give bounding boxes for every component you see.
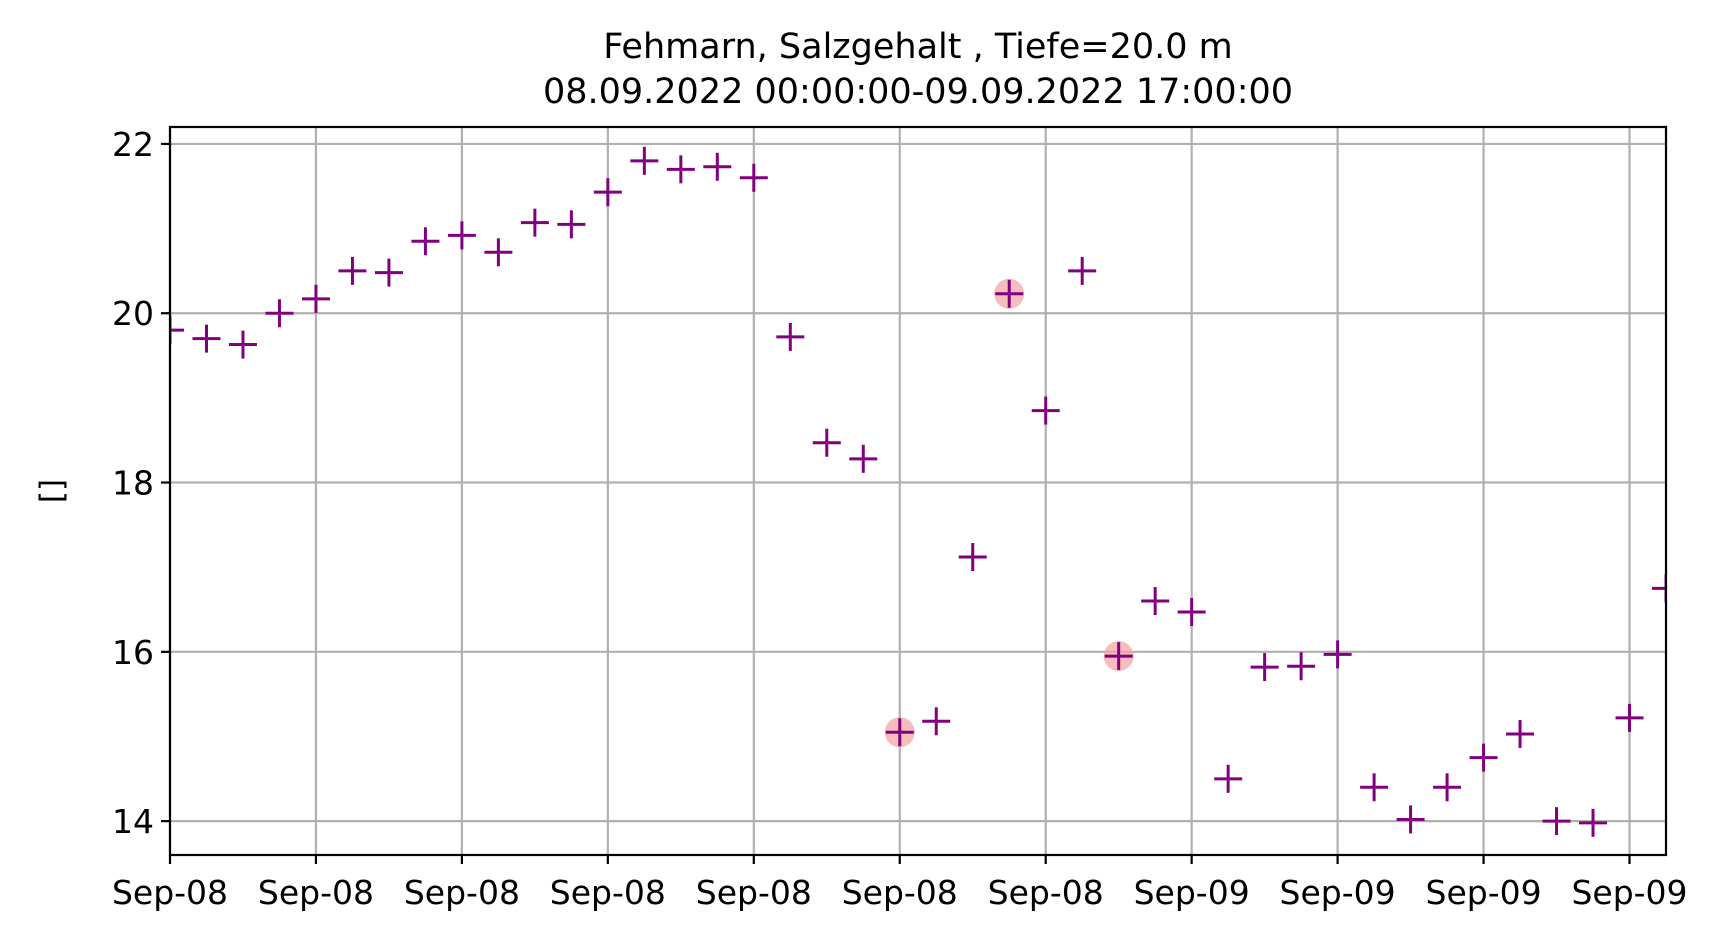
data-point (1542, 807, 1571, 836)
data-point (170, 316, 184, 345)
y-tick-label: 20 (112, 294, 154, 333)
tick-layer: 14 16 18 20 22 Sep-08 Sep-08 Sep-08 Sep-08 Sep-08… (112, 125, 1688, 912)
data-point (1287, 652, 1316, 681)
data-point (1506, 719, 1535, 748)
y-tick-label: 22 (112, 125, 154, 164)
y-axis-label: [] (34, 479, 70, 503)
x-tick-label: Sep-08 (258, 873, 374, 912)
data-point (885, 718, 914, 747)
data-point (447, 221, 476, 250)
data-point (1031, 396, 1060, 425)
data-point (776, 322, 805, 351)
data-point (1433, 773, 1462, 802)
x-tick-label: Sep-09 (1426, 873, 1542, 912)
x-tick-label: Sep-09 (1280, 873, 1396, 912)
x-tick-label: Sep-08 (988, 873, 1104, 912)
data-point (922, 707, 951, 736)
data-point (1250, 653, 1279, 682)
data-point (666, 155, 695, 184)
x-tick-label: Sep-09 (1134, 873, 1250, 912)
data-point (739, 163, 768, 192)
data-point (630, 146, 659, 175)
data-point (411, 227, 440, 256)
data-point (484, 238, 513, 267)
data-point (301, 284, 330, 313)
data-point (1141, 587, 1170, 616)
data-point (1177, 598, 1206, 627)
y-tick-label: 18 (112, 464, 154, 503)
data-point (1104, 642, 1133, 671)
data-point (958, 543, 987, 572)
data-point (265, 299, 294, 328)
highlight-layer (884, 278, 1134, 748)
data-point (1615, 703, 1644, 732)
data-point (593, 178, 622, 207)
data-point (1469, 743, 1498, 772)
data-point (703, 152, 732, 181)
data-point (1323, 640, 1352, 669)
y-tick-label: 16 (112, 633, 154, 672)
data-point (849, 444, 878, 473)
chart-subtitle: 08.09.2022 00:00:00-09.09.2022 17:00:00 (543, 72, 1293, 112)
x-tick-label: Sep-08 (550, 873, 666, 912)
data-point (1214, 764, 1243, 793)
chart-title: Fehmarn, Salzgehalt , Tiefe=20.0 m (603, 27, 1233, 67)
x-tick-label: Sep-08 (404, 873, 520, 912)
plot-frame (168, 125, 1668, 857)
data-point (995, 279, 1024, 308)
x-tick-label: Sep-08 (842, 873, 958, 912)
data-point (1068, 256, 1097, 285)
data-point (557, 210, 586, 239)
data-point (338, 256, 367, 285)
data-point (520, 208, 549, 237)
data-point (812, 428, 841, 457)
y-tick-label: 14 (112, 802, 154, 841)
x-tick-label: Sep-09 (1571, 873, 1687, 912)
x-tick-label: Sep-08 (112, 873, 228, 912)
data-point (192, 324, 221, 353)
data-point (228, 330, 257, 359)
data-point (1396, 805, 1425, 834)
data-point (1360, 773, 1389, 802)
marker-layer (170, 146, 1666, 837)
data-point (374, 258, 403, 287)
x-tick-label: Sep-08 (696, 873, 812, 912)
grid-layer (168, 127, 1666, 855)
data-point (1652, 574, 1666, 603)
data-point (1579, 808, 1608, 837)
